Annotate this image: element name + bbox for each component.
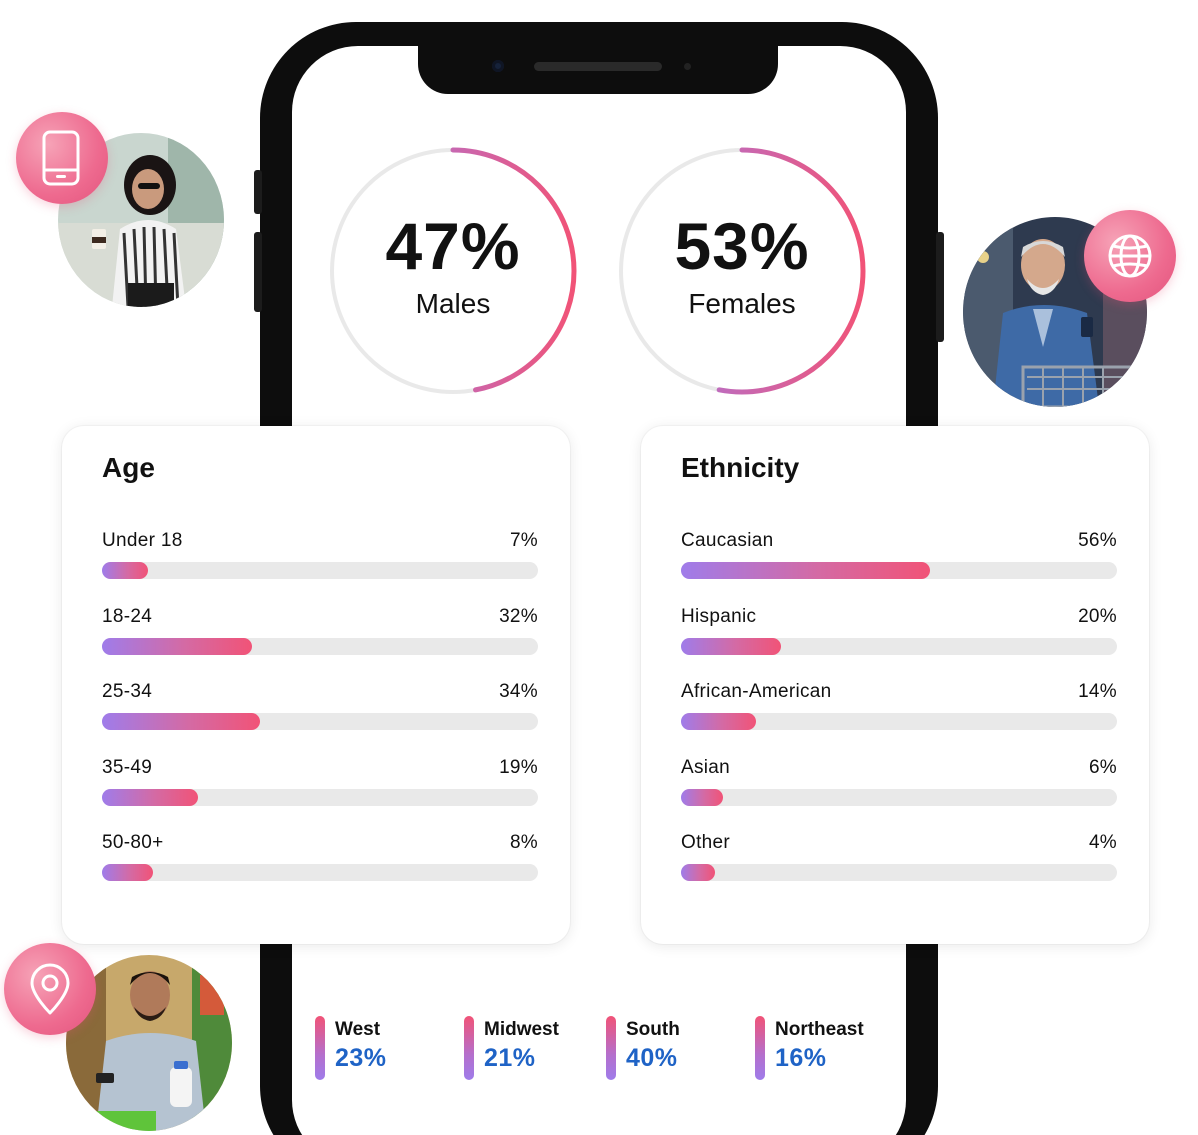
ethnicity-row-label: Other <box>681 832 731 853</box>
phone-volume-button <box>254 232 262 312</box>
ethnicity-progress-track <box>681 864 1117 881</box>
ethnicity-progress-fill <box>681 789 724 806</box>
age-row: 50-80+ 8% <box>102 832 538 884</box>
males-percent: 47% <box>385 209 521 283</box>
ethnicity-progress-track <box>681 562 1117 579</box>
phone-power-button <box>936 232 944 342</box>
age-progress-track <box>102 562 538 579</box>
ethnicity-progress-fill <box>681 562 931 579</box>
age-row: 35-49 19% <box>102 757 538 809</box>
ethnicity-row: Caucasian 56% <box>681 530 1117 582</box>
age-row: 18-24 32% <box>102 606 538 658</box>
ethnicity-progress-track <box>681 713 1117 730</box>
ethnicity-row-value: 6% <box>1088 757 1117 778</box>
age-progress-fill <box>102 864 153 881</box>
ethnicity-row-label: Caucasian <box>681 530 774 551</box>
ethnicity-card: Ethnicity Caucasian 56% Hispanic 20% Afr… <box>641 426 1149 944</box>
age-progress-fill <box>102 562 149 579</box>
speaker-grille <box>534 62 662 71</box>
ethnicity-progress-fill <box>681 713 757 730</box>
ethnicity-card-title: Ethnicity <box>681 452 800 483</box>
region-value: 16% <box>775 1044 827 1072</box>
region-accent-bar <box>315 1016 325 1080</box>
region-accent-bar <box>464 1016 474 1080</box>
age-progress-track <box>102 638 538 655</box>
age-row-label: Under 18 <box>102 530 183 551</box>
region-name: South <box>626 1019 680 1040</box>
age-card: Age Under 18 7% 18-24 32% 25-34 34% 35-4… <box>62 426 570 944</box>
region-accent-bar <box>606 1016 616 1080</box>
ethnicity-row: African-American 14% <box>681 681 1117 733</box>
ethnicity-row: Other 4% <box>681 832 1117 884</box>
age-progress-track <box>102 789 538 806</box>
males-ring-arc <box>329 147 577 395</box>
age-row-value: 8% <box>509 832 538 853</box>
badge-smartphone <box>16 112 108 204</box>
region-value: 23% <box>335 1044 387 1072</box>
females-ring-arc <box>618 147 866 395</box>
ethnicity-row-value: 4% <box>1088 832 1117 853</box>
avatar-young-man-shopper <box>66 955 232 1131</box>
ethnicity-row-value: 56% <box>1078 530 1117 551</box>
age-row-label: 18-24 <box>102 606 153 627</box>
region-value: 40% <box>626 1044 678 1072</box>
globe-icon <box>1108 234 1152 278</box>
age-row-value: 32% <box>499 606 538 627</box>
ethnicity-row: Asian 6% <box>681 757 1117 809</box>
smartphone-icon <box>42 130 80 186</box>
ethnicity-row-label: Hispanic <box>681 606 757 627</box>
phone-volume-button <box>254 170 262 214</box>
age-progress-track <box>102 864 538 881</box>
badge-location <box>4 943 96 1035</box>
region-name: West <box>335 1019 381 1040</box>
ethnicity-progress-fill <box>681 638 782 655</box>
females-ring: 53% Females <box>617 146 867 396</box>
age-row-value: 19% <box>499 757 538 778</box>
males-ring: 47% Males <box>328 146 578 396</box>
age-row-label: 35-49 <box>102 757 153 778</box>
ethnicity-progress-fill <box>681 864 715 881</box>
age-row-label: 25-34 <box>102 681 153 702</box>
badge-globe <box>1084 210 1176 302</box>
ethnicity-row: Hispanic 20% <box>681 606 1117 658</box>
ethnicity-row-label: Asian <box>681 757 731 778</box>
age-card-title: Age <box>102 452 155 483</box>
age-progress-fill <box>102 638 252 655</box>
ethnicity-progress-track <box>681 789 1117 806</box>
females-percent: 53% <box>674 209 810 283</box>
ethnicity-row-value: 14% <box>1078 681 1117 702</box>
ethnicity-row-value: 20% <box>1078 606 1117 627</box>
region-name: Midwest <box>484 1019 559 1040</box>
ethnicity-progress-track <box>681 638 1117 655</box>
age-row-value: 34% <box>499 681 538 702</box>
age-progress-fill <box>102 789 199 806</box>
females-label: Females <box>688 288 796 319</box>
location-pin-icon <box>30 963 70 1015</box>
phone-notch <box>418 40 778 94</box>
age-row-value: 7% <box>509 530 538 551</box>
age-row: 25-34 34% <box>102 681 538 733</box>
males-label: Males <box>415 288 491 319</box>
age-progress-fill <box>102 713 261 730</box>
age-row-label: 50-80+ <box>102 832 164 853</box>
region-value: 21% <box>484 1044 536 1072</box>
proximity-sensor <box>684 63 691 70</box>
ethnicity-row-label: African-American <box>681 681 832 702</box>
region-accent-bar <box>755 1016 765 1080</box>
age-progress-track <box>102 713 538 730</box>
age-row: Under 18 7% <box>102 530 538 582</box>
front-camera <box>492 60 504 72</box>
region-name: Northeast <box>775 1019 864 1040</box>
